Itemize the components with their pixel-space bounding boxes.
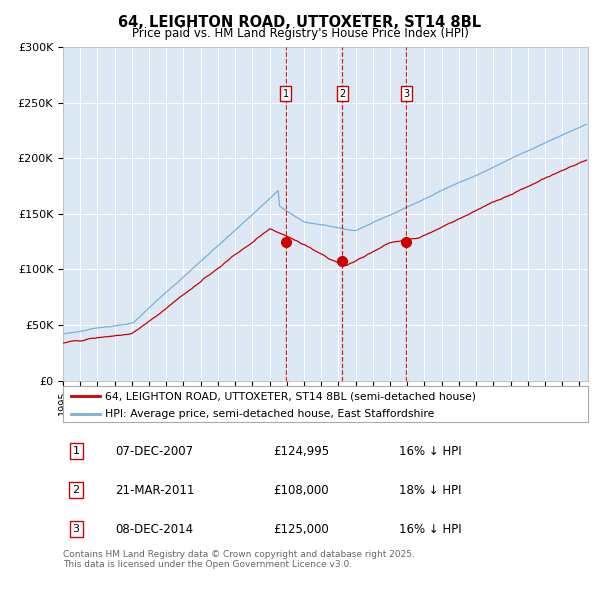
Text: 3: 3: [403, 89, 409, 99]
Text: £124,995: £124,995: [273, 445, 329, 458]
Text: Contains HM Land Registry data © Crown copyright and database right 2025.
This d: Contains HM Land Registry data © Crown c…: [63, 550, 415, 569]
Text: 3: 3: [73, 525, 80, 534]
Text: 2: 2: [73, 486, 80, 495]
Text: HPI: Average price, semi-detached house, East Staffordshire: HPI: Average price, semi-detached house,…: [105, 409, 434, 419]
Text: 1: 1: [283, 89, 289, 99]
Text: 2: 2: [339, 89, 346, 99]
Text: 07-DEC-2007: 07-DEC-2007: [115, 445, 194, 458]
Text: 1: 1: [73, 447, 80, 456]
Text: 18% ↓ HPI: 18% ↓ HPI: [399, 484, 461, 497]
Text: 64, LEIGHTON ROAD, UTTOXETER, ST14 8BL (semi-detached house): 64, LEIGHTON ROAD, UTTOXETER, ST14 8BL (…: [105, 391, 476, 401]
Text: 21-MAR-2011: 21-MAR-2011: [115, 484, 195, 497]
Text: Price paid vs. HM Land Registry's House Price Index (HPI): Price paid vs. HM Land Registry's House …: [131, 27, 469, 40]
Text: 08-DEC-2014: 08-DEC-2014: [115, 523, 194, 536]
Text: 64, LEIGHTON ROAD, UTTOXETER, ST14 8BL: 64, LEIGHTON ROAD, UTTOXETER, ST14 8BL: [118, 15, 482, 30]
Text: £125,000: £125,000: [273, 523, 329, 536]
Text: £108,000: £108,000: [273, 484, 329, 497]
Text: 16% ↓ HPI: 16% ↓ HPI: [399, 523, 461, 536]
Text: 16% ↓ HPI: 16% ↓ HPI: [399, 445, 461, 458]
